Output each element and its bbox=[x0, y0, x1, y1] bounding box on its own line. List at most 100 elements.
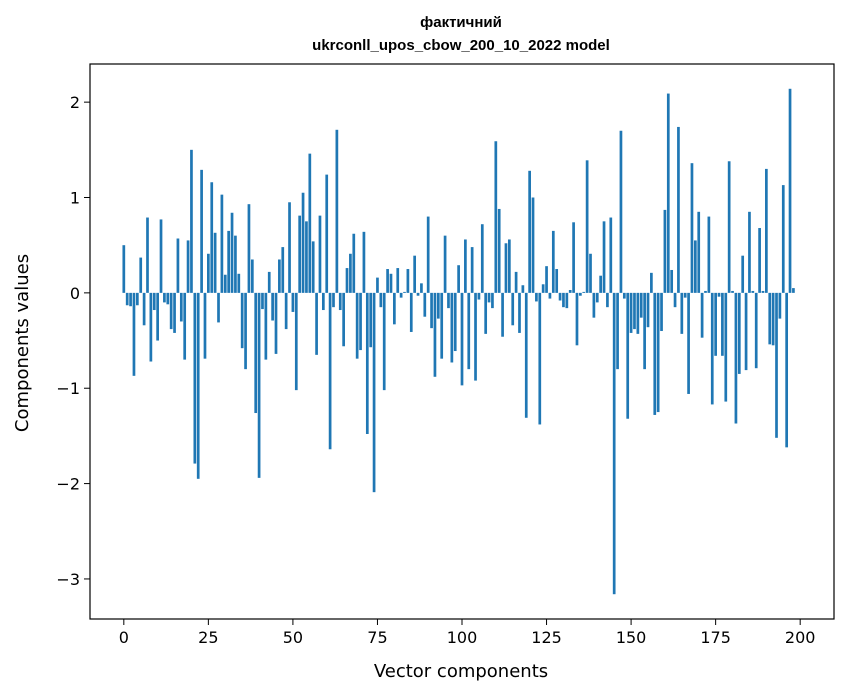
bar bbox=[484, 292, 488, 334]
bar bbox=[352, 233, 356, 293]
bar bbox=[146, 217, 149, 293]
bar bbox=[639, 292, 643, 318]
bar bbox=[474, 292, 477, 381]
bar bbox=[234, 235, 237, 293]
x-tick-label: 175 bbox=[700, 628, 731, 647]
bar bbox=[247, 204, 251, 293]
bar bbox=[406, 269, 410, 293]
bar bbox=[619, 130, 623, 293]
bar bbox=[416, 292, 420, 296]
bar bbox=[207, 253, 210, 293]
y-tick-label: −1 bbox=[56, 379, 80, 398]
bar bbox=[470, 247, 474, 293]
bar bbox=[572, 222, 575, 293]
bar bbox=[501, 292, 504, 337]
bar bbox=[149, 292, 153, 362]
bar bbox=[129, 292, 132, 307]
x-axis-label: Vector components bbox=[374, 661, 548, 682]
bar bbox=[288, 202, 291, 293]
bar bbox=[768, 292, 772, 345]
bar bbox=[396, 268, 400, 293]
bar bbox=[169, 292, 173, 330]
bar bbox=[504, 243, 508, 293]
bar bbox=[453, 292, 457, 352]
bar bbox=[636, 292, 640, 334]
bar bbox=[595, 292, 599, 303]
bar bbox=[707, 216, 711, 293]
bar bbox=[284, 292, 288, 330]
bar bbox=[528, 170, 531, 293]
bar bbox=[680, 292, 684, 334]
y-axis-ticks: −3 −2 −1 0 1 2 bbox=[56, 93, 90, 589]
bar bbox=[176, 238, 180, 293]
bar bbox=[626, 292, 630, 419]
bar bbox=[629, 292, 633, 333]
bar bbox=[693, 240, 697, 293]
bar bbox=[687, 292, 690, 394]
bar bbox=[467, 292, 471, 370]
bar bbox=[125, 292, 129, 306]
bar bbox=[507, 239, 511, 293]
y-tick-label: 0 bbox=[70, 284, 80, 303]
y-tick-label: −3 bbox=[56, 570, 80, 589]
bar bbox=[132, 292, 136, 376]
bar bbox=[240, 292, 244, 349]
bar bbox=[335, 129, 339, 293]
bar bbox=[646, 292, 650, 328]
bar bbox=[403, 291, 406, 293]
bar bbox=[602, 221, 606, 293]
bar bbox=[349, 253, 352, 293]
bar bbox=[653, 292, 657, 415]
bar bbox=[622, 292, 626, 299]
bar bbox=[592, 292, 596, 318]
x-tick-label: 150 bbox=[616, 628, 647, 647]
bar bbox=[291, 292, 295, 312]
bar bbox=[538, 292, 542, 425]
bar bbox=[582, 291, 586, 293]
bar bbox=[511, 292, 515, 326]
bar bbox=[464, 239, 467, 293]
bar bbox=[551, 230, 555, 293]
y-tick-label: 1 bbox=[70, 189, 80, 208]
bar bbox=[585, 160, 589, 293]
bar bbox=[413, 255, 417, 293]
bar bbox=[301, 192, 305, 293]
bar bbox=[244, 292, 247, 370]
bar bbox=[589, 253, 592, 293]
bar bbox=[190, 149, 193, 293]
bar bbox=[683, 292, 687, 298]
bar bbox=[609, 217, 613, 293]
bar bbox=[200, 169, 203, 293]
bar bbox=[704, 290, 707, 293]
bar bbox=[717, 292, 721, 297]
bar bbox=[186, 240, 190, 293]
bar bbox=[308, 153, 312, 293]
bar bbox=[393, 292, 396, 325]
bar bbox=[754, 292, 758, 369]
bar bbox=[298, 215, 302, 293]
bar bbox=[670, 269, 674, 293]
bar bbox=[389, 273, 393, 293]
bar bbox=[423, 292, 427, 317]
bar bbox=[135, 292, 139, 306]
x-tick-label: 0 bbox=[119, 628, 129, 647]
bar bbox=[521, 285, 525, 293]
bar bbox=[328, 292, 332, 450]
bar bbox=[179, 292, 183, 322]
x-axis-ticks: 0 25 50 75 100 125 150 175 200 bbox=[119, 619, 815, 647]
bar bbox=[230, 212, 234, 293]
bar bbox=[650, 272, 653, 293]
bar bbox=[426, 216, 430, 293]
bar bbox=[710, 292, 714, 405]
bar bbox=[440, 292, 444, 359]
bar bbox=[223, 274, 227, 293]
bar bbox=[514, 271, 518, 293]
bar bbox=[785, 292, 789, 448]
bar bbox=[487, 292, 491, 303]
x-tick-label: 125 bbox=[531, 628, 562, 647]
bar bbox=[250, 259, 254, 293]
bar bbox=[666, 93, 670, 293]
bar bbox=[321, 292, 325, 311]
bar bbox=[338, 292, 342, 311]
